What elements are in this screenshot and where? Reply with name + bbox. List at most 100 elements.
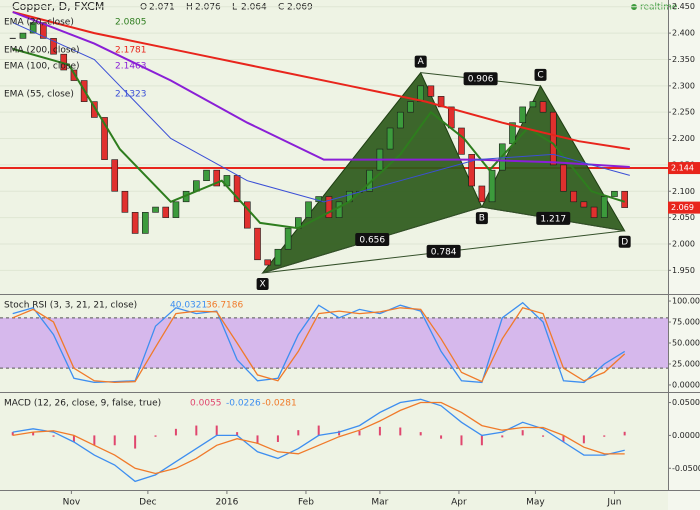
candle [111,159,119,192]
point-label: B [479,214,485,224]
histogram-bar [399,427,402,436]
y-tick-label: 0.0000 [672,380,700,389]
pane: 2.4502.4002.3502.3002.2502.2002.1502.100… [0,2,695,290]
histogram-bar [276,435,279,442]
ratio-box [463,72,498,86]
legend-name: EMA (55, close) [4,90,74,100]
x-tick-label: 2016 [215,498,238,508]
histogram-bar [358,430,361,436]
legend-value: 2.1781 [115,46,147,56]
indicator-line [12,301,626,384]
legend-value: 36.7186 [206,301,243,311]
point-box [414,55,427,68]
ratio-box [355,233,390,247]
moving-average [12,11,630,168]
y-tick-label: 2.050 [672,213,695,222]
candle [549,111,557,166]
histogram-bar [52,435,55,437]
ratio-label: 0.656 [359,236,385,246]
candle [162,206,170,218]
y-tick-label: 0.0500 [672,398,700,407]
x-tick-label: Dec [139,498,156,508]
band [0,317,668,369]
point-label: X [260,279,266,289]
histogram-bar [521,430,524,436]
y-tick-label: -0.0500 [672,464,700,473]
indicator-title: Stoch RSI (3, 3, 21, 21, close) [4,301,137,311]
price-box [668,162,700,175]
ratio-label: 1.217 [540,214,566,224]
y-tick-label: 50.0000 [672,339,700,348]
histogram-bar [236,432,239,436]
x-tick-label: Feb [298,498,314,508]
candle [142,212,149,234]
y-tick-label: 100.0000 [672,297,700,306]
y-tick-label: 1.950 [672,266,695,275]
ratio-box [426,244,461,258]
candle [121,190,129,213]
histogram-bar [174,428,177,436]
histogram-bar [623,431,626,436]
legend-value: -0.0281 [262,399,297,409]
ohlc-label: H [186,3,193,13]
candle [468,154,475,187]
moving-average [12,22,630,203]
histogram-bar [154,435,157,437]
price-box [668,201,700,214]
y-tick-label: 2.000 [672,239,695,248]
candle [478,185,486,203]
ohlc-label: L [232,3,237,13]
x-tick-label: Nov [63,498,81,508]
candle [396,111,404,129]
point-label: C [537,70,543,80]
candle [407,101,414,113]
axis-panel [668,0,700,510]
histogram-bar [195,425,198,436]
candle [560,164,567,192]
histogram-bar [297,430,300,436]
legend-value: 0.0055 [190,399,222,409]
histogram-bar [338,430,341,436]
legend-value: 40.0321 [170,301,207,311]
indicator-line [12,401,625,475]
status: realtime [640,3,678,13]
candle [600,196,608,218]
y-tick-label: 2.450 [672,2,695,11]
ohlc-label: C [278,3,284,13]
candle [50,38,57,55]
candle [91,101,98,118]
x-tick-label: Mar [371,498,388,508]
y-tick-label: 2.400 [672,29,695,38]
moving-average [12,47,626,230]
x-tick-label: May [526,498,545,508]
price-label: 2.069 [671,203,694,212]
candle [570,190,577,203]
histogram-bar [542,435,545,437]
candle [590,206,598,218]
candle [254,227,261,261]
ohlc-value: 2.069 [287,3,313,13]
candle [621,190,628,208]
histogram-bar [419,432,422,436]
candle [172,201,180,218]
histogram-bar [72,435,75,442]
histogram-bar [562,435,565,442]
price-label: 2.144 [671,164,694,173]
point-box [475,212,488,225]
legend-name: EMA (20, close) [4,18,74,28]
pane: 0.0500 0.0000 -0.0500 [11,398,700,483]
candle [152,206,159,213]
legend-value: 2.1323 [115,90,147,100]
pane: 100.0000 75.0000 50.0000 25.0000 0.0000 [0,297,700,389]
x-tick-label: Apr [451,498,467,508]
histogram-bar [113,435,116,446]
y-tick-label: 2.200 [672,134,695,143]
point-box [618,235,631,248]
point-label: A [418,57,425,67]
moving-average [12,11,630,151]
indicator-title: MACD (12, 26, close, 9, false, true) [4,399,161,409]
histogram-bar [378,426,381,436]
y-tick-label: 2.350 [672,55,695,64]
candle [29,22,37,34]
y-tick-label: 2.250 [672,108,695,117]
